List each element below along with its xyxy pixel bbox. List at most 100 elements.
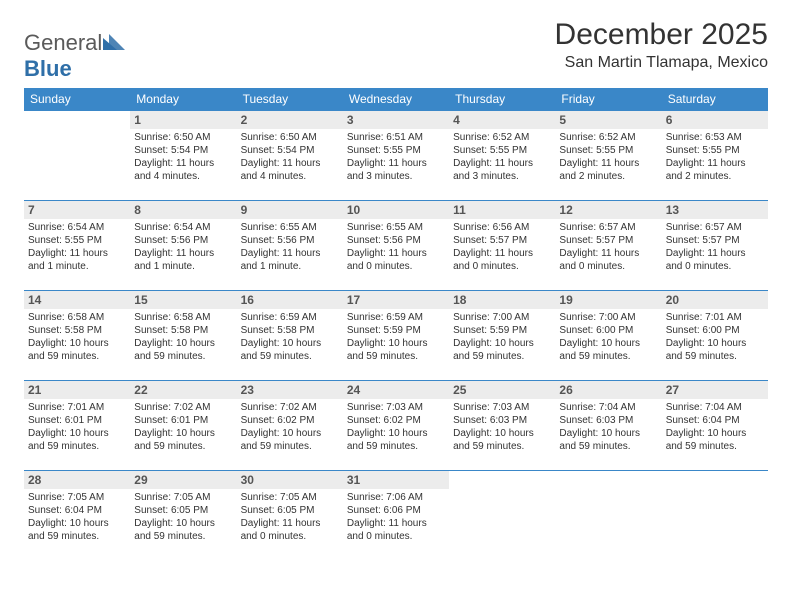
day-number: 24 — [343, 381, 449, 399]
sunset-text: Sunset: 6:05 PM — [134, 504, 232, 517]
day-info: Sunrise: 7:01 AMSunset: 6:01 PMDaylight:… — [28, 401, 126, 453]
sunrise-text: Sunrise: 7:00 AM — [453, 311, 551, 324]
day-info: Sunrise: 6:54 AMSunset: 5:55 PMDaylight:… — [28, 221, 126, 273]
daylight-text: Daylight: 11 hours and 3 minutes. — [453, 157, 551, 183]
sunset-text: Sunset: 5:56 PM — [241, 234, 339, 247]
calendar-cell: 23Sunrise: 7:02 AMSunset: 6:02 PMDayligh… — [237, 381, 343, 471]
day-info: Sunrise: 6:51 AMSunset: 5:55 PMDaylight:… — [347, 131, 445, 183]
page-header: General Blue December 2025 San Martin Tl… — [24, 18, 768, 82]
daylight-text: Daylight: 10 hours and 59 minutes. — [559, 337, 657, 363]
daylight-text: Daylight: 11 hours and 4 minutes. — [241, 157, 339, 183]
day-number: 23 — [237, 381, 343, 399]
daylight-text: Daylight: 11 hours and 0 minutes. — [241, 517, 339, 543]
day-info: Sunrise: 7:04 AMSunset: 6:04 PMDaylight:… — [666, 401, 764, 453]
calendar-cell: 3Sunrise: 6:51 AMSunset: 5:55 PMDaylight… — [343, 111, 449, 201]
sunrise-text: Sunrise: 6:52 AM — [453, 131, 551, 144]
day-number: 9 — [237, 201, 343, 219]
daylight-text: Daylight: 11 hours and 4 minutes. — [134, 157, 232, 183]
day-info: Sunrise: 6:53 AMSunset: 5:55 PMDaylight:… — [666, 131, 764, 183]
daylight-text: Daylight: 10 hours and 59 minutes. — [28, 337, 126, 363]
day-info: Sunrise: 6:59 AMSunset: 5:59 PMDaylight:… — [347, 311, 445, 363]
day-info: Sunrise: 6:55 AMSunset: 5:56 PMDaylight:… — [241, 221, 339, 273]
day-number: 29 — [130, 471, 236, 489]
month-title: December 2025 — [555, 18, 768, 52]
title-block: December 2025 San Martin Tlamapa, Mexico — [555, 18, 768, 72]
calendar-cell: 22Sunrise: 7:02 AMSunset: 6:01 PMDayligh… — [130, 381, 236, 471]
calendar-week-row: 1Sunrise: 6:50 AMSunset: 5:54 PMDaylight… — [24, 111, 768, 201]
daylight-text: Daylight: 10 hours and 59 minutes. — [134, 517, 232, 543]
calendar-cell: 29 Sunrise: 7:05 AMSunset: 6:05 PMDayligh… — [130, 471, 236, 561]
daylight-text: Daylight: 10 hours and 59 minutes. — [347, 337, 445, 363]
daylight-text: Daylight: 10 hours and 59 minutes. — [241, 337, 339, 363]
calendar-cell: 31Sunrise: 7:06 AMSunset: 6:06 PMDayligh… — [343, 471, 449, 561]
day-info: Sunrise: 7:03 AMSunset: 6:02 PMDaylight:… — [347, 401, 445, 453]
sunset-text: Sunset: 6:05 PM — [241, 504, 339, 517]
day-info: Sunrise: 6:56 AMSunset: 5:57 PMDaylight:… — [453, 221, 551, 273]
calendar-cell: 24 Sunrise: 7:03 AMSunset: 6:02 PMDayligh… — [343, 381, 449, 471]
day-number: 6 — [662, 111, 768, 129]
daylight-text: Daylight: 10 hours and 59 minutes. — [666, 337, 764, 363]
day-info: Sunrise: 6:57 AMSunset: 5:57 PMDaylight:… — [666, 221, 764, 273]
sunrise-text: Sunrise: 7:03 AM — [347, 401, 445, 414]
sunrise-text: Sunrise: 6:57 AM — [666, 221, 764, 234]
daylight-text: Daylight: 10 hours and 59 minutes. — [453, 337, 551, 363]
weekday-header: Friday — [555, 88, 661, 111]
sunrise-text: Sunrise: 6:56 AM — [453, 221, 551, 234]
calendar-cell: 15 Sunrise: 6:58 AMSunset: 5:58 PMDayligh… — [130, 291, 236, 381]
weekday-header: Thursday — [449, 88, 555, 111]
daylight-text: Daylight: 11 hours and 1 minute. — [134, 247, 232, 273]
daylight-text: Daylight: 10 hours and 59 minutes. — [28, 427, 126, 453]
sunrise-text: Sunrise: 6:50 AM — [134, 131, 232, 144]
day-number: 26 — [555, 381, 661, 399]
sunrise-text: Sunrise: 7:03 AM — [453, 401, 551, 414]
day-info: Sunrise: 7:00 AMSunset: 6:00 PMDaylight:… — [559, 311, 657, 363]
calendar-cell: 2Sunrise: 6:50 AMSunset: 5:54 PMDaylight… — [237, 111, 343, 201]
calendar-cell: 8 Sunrise: 6:54 AMSunset: 5:56 PMDaylight… — [130, 201, 236, 291]
calendar-cell: 5Sunrise: 6:52 AMSunset: 5:55 PMDaylight… — [555, 111, 661, 201]
day-number: 20 — [662, 291, 768, 309]
sunset-text: Sunset: 6:03 PM — [559, 414, 657, 427]
daylight-text: Daylight: 10 hours and 59 minutes. — [453, 427, 551, 453]
sunrise-text: Sunrise: 7:04 AM — [666, 401, 764, 414]
day-number: 15 — [130, 291, 236, 309]
day-number: 14 — [24, 291, 130, 309]
day-info: Sunrise: 6:55 AMSunset: 5:56 PMDaylight:… — [347, 221, 445, 273]
calendar-cell: 27Sunrise: 7:04 AMSunset: 6:04 PMDayligh… — [662, 381, 768, 471]
sunrise-text: Sunrise: 7:04 AM — [559, 401, 657, 414]
calendar-cell-empty — [449, 471, 555, 561]
calendar-cell-empty — [662, 471, 768, 561]
sunset-text: Sunset: 6:02 PM — [347, 414, 445, 427]
day-info: Sunrise: 6:54 AMSunset: 5:56 PMDaylight:… — [134, 221, 232, 273]
day-number: 4 — [449, 111, 555, 129]
calendar-week-row: 28Sunrise: 7:05 AMSunset: 6:04 PMDayligh… — [24, 471, 768, 561]
sunset-text: Sunset: 5:59 PM — [347, 324, 445, 337]
day-info: Sunrise: 6:50 AMSunset: 5:54 PMDaylight:… — [241, 131, 339, 183]
daylight-text: Daylight: 11 hours and 0 minutes. — [666, 247, 764, 273]
calendar-cell: 20Sunrise: 7:01 AMSunset: 6:00 PMDayligh… — [662, 291, 768, 381]
day-number: 18 — [449, 291, 555, 309]
calendar-cell: 25Sunrise: 7:03 AMSunset: 6:03 PMDayligh… — [449, 381, 555, 471]
calendar-head: SundayMondayTuesdayWednesdayThursdayFrid… — [24, 88, 768, 111]
daylight-text: Daylight: 10 hours and 59 minutes. — [559, 427, 657, 453]
calendar-cell: 21Sunrise: 7:01 AMSunset: 6:01 PMDayligh… — [24, 381, 130, 471]
sunset-text: Sunset: 6:02 PM — [241, 414, 339, 427]
calendar-cell: 6 Sunrise: 6:53 AMSunset: 5:55 PMDaylight… — [662, 111, 768, 201]
sunrise-text: Sunrise: 7:05 AM — [241, 491, 339, 504]
sunset-text: Sunset: 5:56 PM — [347, 234, 445, 247]
sunrise-text: Sunrise: 7:05 AM — [134, 491, 232, 504]
calendar-cell: 12Sunrise: 6:57 AMSunset: 5:57 PMDayligh… — [555, 201, 661, 291]
daylight-text: Daylight: 10 hours and 59 minutes. — [134, 427, 232, 453]
day-info: Sunrise: 6:58 AMSunset: 5:58 PMDaylight:… — [134, 311, 232, 363]
day-number: 8 — [130, 201, 236, 219]
sunrise-text: Sunrise: 6:57 AM — [559, 221, 657, 234]
brand-part2: Blue — [24, 56, 72, 81]
daylight-text: Daylight: 10 hours and 59 minutes. — [241, 427, 339, 453]
day-info: Sunrise: 6:50 AMSunset: 5:54 PMDaylight:… — [134, 131, 232, 183]
sunset-text: Sunset: 5:55 PM — [453, 144, 551, 157]
daylight-text: Daylight: 10 hours and 59 minutes. — [134, 337, 232, 363]
sunrise-text: Sunrise: 6:52 AM — [559, 131, 657, 144]
calendar-table: SundayMondayTuesdayWednesdayThursdayFrid… — [24, 88, 768, 561]
daylight-text: Daylight: 11 hours and 3 minutes. — [347, 157, 445, 183]
day-info: Sunrise: 7:03 AMSunset: 6:03 PMDaylight:… — [453, 401, 551, 453]
brand-part1: General — [24, 30, 102, 55]
